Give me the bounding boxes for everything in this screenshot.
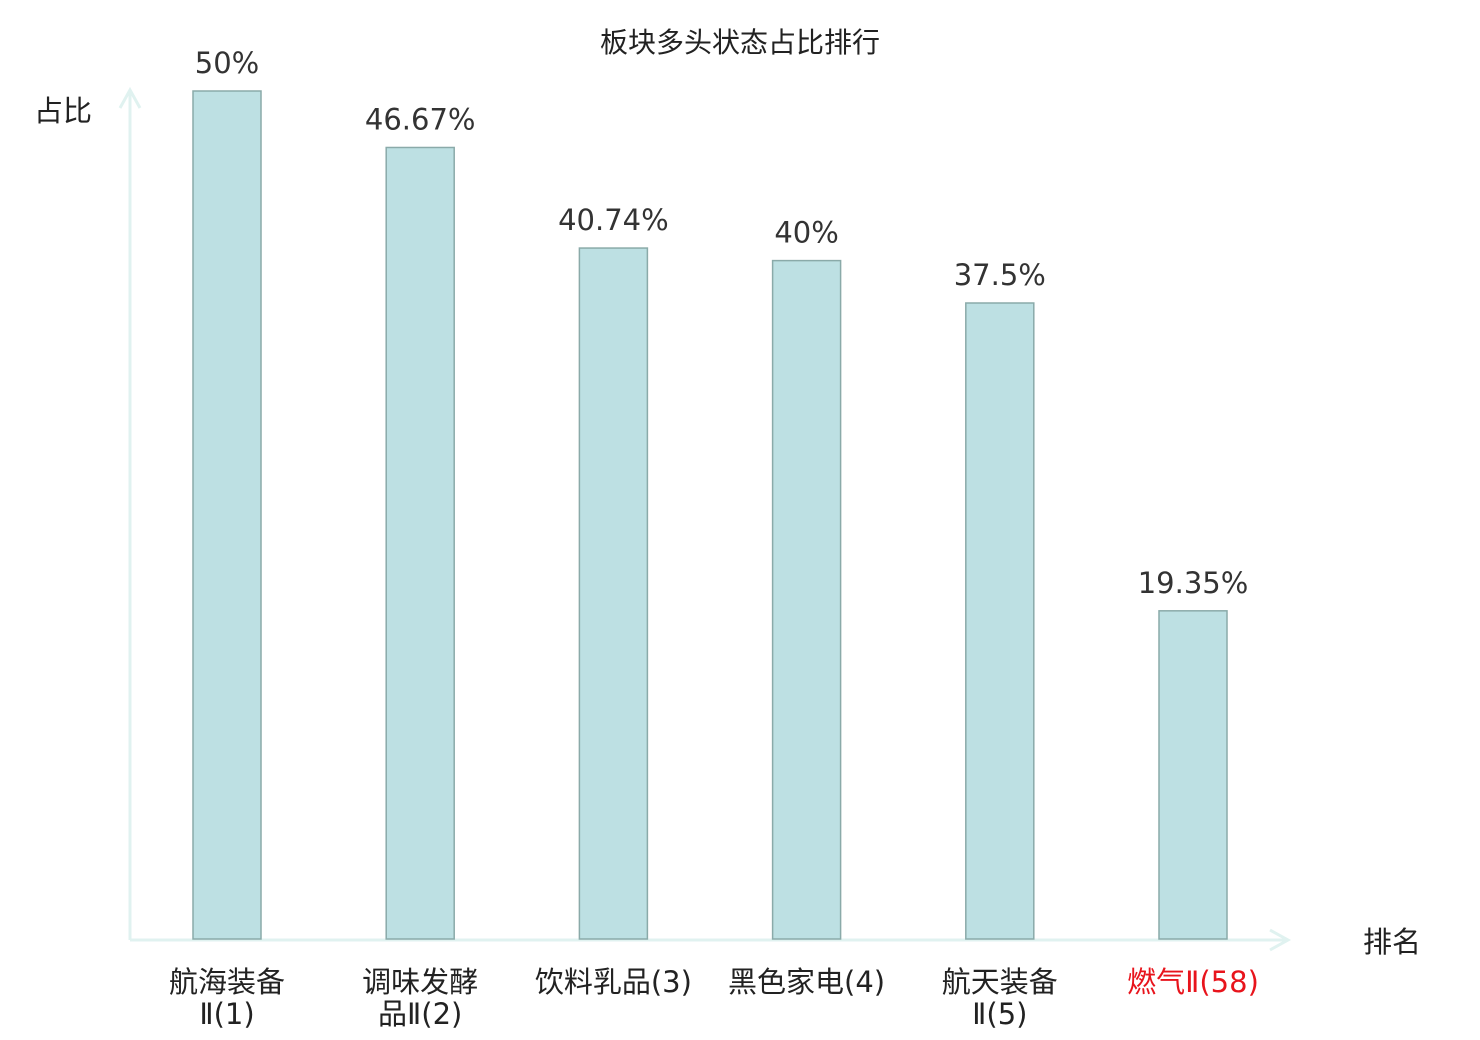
x-tick-label-line: 品Ⅱ(2): [378, 997, 463, 1031]
x-tick-label-line: 航海装备: [168, 965, 285, 999]
x-axis-arrow-icon: [1269, 928, 1292, 952]
x-tick-label-line: 黑色家电(4): [728, 965, 886, 999]
bar: [965, 302, 1035, 940]
x-tick-label-line: Ⅱ(5): [972, 997, 1028, 1031]
data-label: 19.35%: [1138, 566, 1249, 600]
x-tick-label-line: Ⅱ(1): [199, 997, 255, 1031]
x-tick-label: 调味发酵 品Ⅱ(2): [330, 966, 510, 1030]
bar: [385, 146, 455, 940]
x-tick-label: 燃气Ⅱ(58): [1103, 966, 1283, 998]
y-axis-arrow-icon: [118, 86, 142, 109]
x-tick-label: 航天装备 Ⅱ(5): [910, 966, 1090, 1030]
bar: [192, 90, 262, 940]
x-tick-label: 航海装备 Ⅱ(1): [137, 966, 317, 1030]
data-label: 40%: [774, 216, 838, 250]
data-label: 37.5%: [954, 258, 1046, 292]
y-axis-label: 占比: [34, 94, 92, 128]
x-tick-label: 饮料乳品(3): [523, 966, 703, 998]
bar: [578, 247, 649, 940]
x-tick-label: 黑色家电(4): [717, 966, 897, 998]
data-label: 50%: [195, 46, 259, 80]
data-label: 40.74%: [558, 203, 669, 237]
bar: [771, 259, 842, 940]
x-tick-label-line: 航天装备: [941, 965, 1058, 999]
data-label: 46.67%: [365, 102, 476, 136]
x-axis-label: 排名: [1363, 925, 1421, 959]
bar: [1158, 610, 1228, 940]
x-tick-label-line: 饮料乳品(3): [534, 965, 692, 999]
x-tick-label-line: 调味发酵: [362, 965, 479, 999]
x-tick-label-line: 燃气Ⅱ(58): [1127, 965, 1259, 999]
chart-title: 板块多头状态占比排行: [600, 26, 880, 59]
